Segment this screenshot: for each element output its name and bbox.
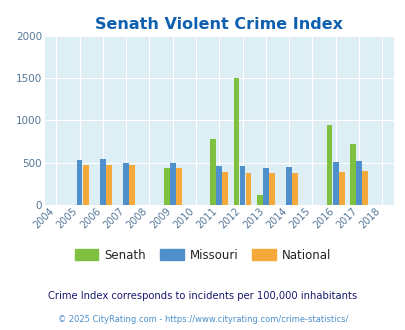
Title: Senath Violent Crime Index: Senath Violent Crime Index — [95, 17, 342, 32]
Bar — [129, 165, 135, 205]
Bar — [83, 165, 88, 205]
Bar — [361, 171, 367, 205]
Bar — [355, 161, 361, 205]
Bar — [349, 144, 355, 205]
Bar — [100, 159, 105, 205]
Bar — [338, 172, 344, 205]
Bar — [169, 163, 175, 205]
Text: © 2025 CityRating.com - https://www.cityrating.com/crime-statistics/: © 2025 CityRating.com - https://www.city… — [58, 315, 347, 324]
Bar — [77, 160, 82, 205]
Bar — [216, 166, 222, 205]
Bar — [256, 194, 262, 205]
Bar — [268, 174, 274, 205]
Bar — [239, 166, 245, 205]
Bar — [210, 139, 215, 205]
Legend: Senath, Missouri, National: Senath, Missouri, National — [70, 244, 335, 266]
Bar — [175, 168, 181, 205]
Bar — [292, 174, 297, 205]
Bar — [286, 167, 291, 205]
Bar — [262, 168, 268, 205]
Bar — [222, 172, 228, 205]
Bar — [326, 125, 332, 205]
Bar — [332, 162, 338, 205]
Bar — [245, 173, 251, 205]
Bar — [123, 163, 129, 205]
Bar — [163, 168, 169, 205]
Bar — [233, 78, 239, 205]
Text: Crime Index corresponds to incidents per 100,000 inhabitants: Crime Index corresponds to incidents per… — [48, 291, 357, 301]
Bar — [106, 165, 111, 205]
